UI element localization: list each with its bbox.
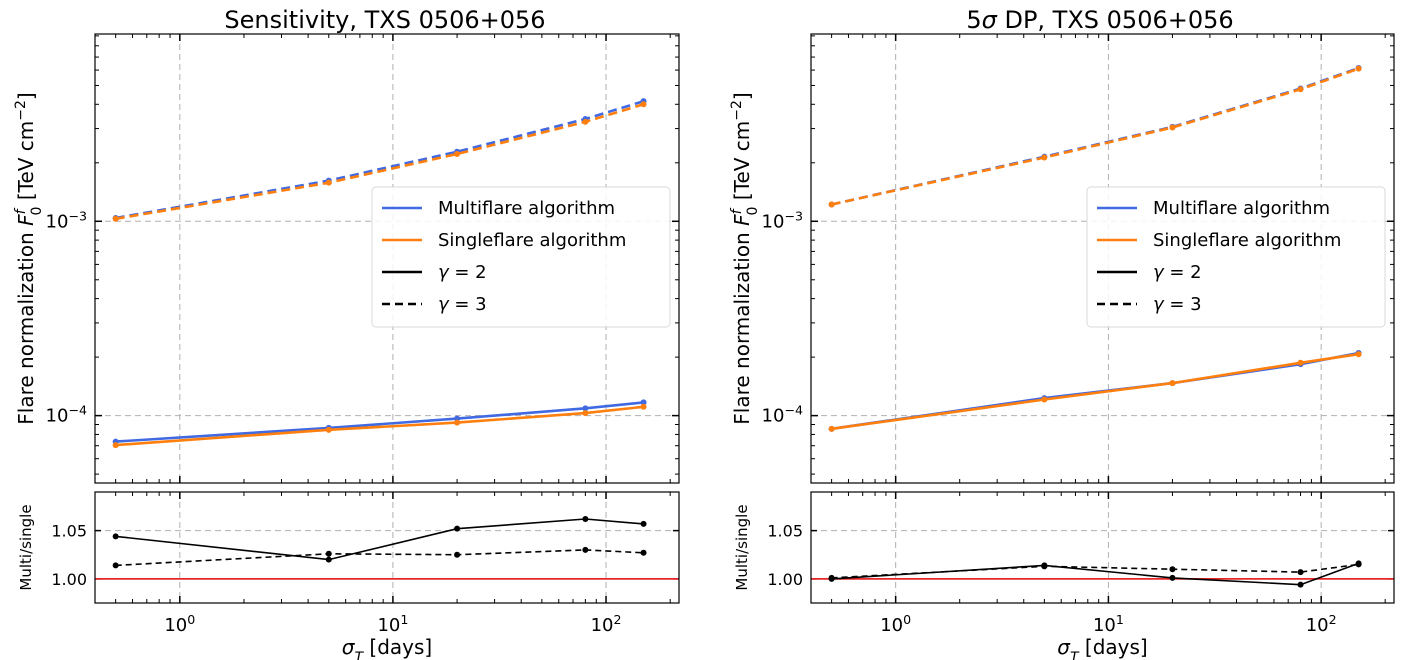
- data-point: [325, 179, 332, 186]
- ratio-point: [325, 556, 332, 563]
- ratio-point: [454, 525, 461, 532]
- ratio-point: [454, 551, 461, 558]
- ratio-point: [828, 574, 835, 581]
- data-point: [640, 399, 647, 406]
- data-point: [828, 201, 835, 208]
- ratio-y-tick-label: 1.05: [767, 522, 803, 541]
- y-tick-label: 10−3: [762, 208, 803, 233]
- ratio-y-tick-label: 1.00: [51, 570, 87, 589]
- y-tick-label: 10−4: [46, 402, 87, 427]
- data-point: [582, 410, 589, 417]
- ratio-point: [1297, 581, 1304, 588]
- data-point: [112, 442, 119, 449]
- data-point: [1355, 351, 1362, 358]
- x-tick-label: 101: [377, 612, 408, 637]
- data-point: [828, 425, 835, 432]
- ratio-y-tick-label: 1.00: [767, 570, 803, 589]
- chart-title: Sensitivity, TXS 0506+056: [224, 6, 545, 34]
- x-tick-label: 102: [1306, 612, 1337, 637]
- data-point: [1169, 380, 1176, 387]
- x-tick-label: 100: [880, 612, 911, 637]
- legend-label-4: γ = 3: [438, 294, 487, 315]
- chart-title: 5σ DP, TXS 0506+056: [966, 6, 1233, 34]
- series-line-4: [831, 67, 1360, 206]
- ratio-point: [1297, 569, 1304, 576]
- chart-panel-2: 100 101 102 10−4 10−3 1.00 1.05 5σ DP, TXS 0506…: [729, 6, 1395, 660]
- ratio-line-2: [115, 549, 644, 567]
- legend: Multiflare algorithm Singleflare algorith…: [371, 186, 671, 328]
- ratio-point: [1041, 563, 1048, 570]
- legend-box: [1086, 186, 1386, 328]
- data-point: [1297, 359, 1304, 366]
- data-point: [1355, 65, 1362, 72]
- data-point: [640, 403, 647, 410]
- x-axis-label: σT [days]: [342, 635, 432, 660]
- legend: Multiflare algorithm Singleflare algorith…: [1086, 186, 1386, 328]
- data-point: [325, 426, 332, 433]
- data-point: [454, 150, 461, 157]
- series-line-3: [831, 66, 1360, 206]
- ratio-y-tick-label: 1.05: [51, 522, 87, 541]
- ratio-point: [582, 516, 589, 523]
- series-line-4: [115, 103, 644, 221]
- legend-label-3: γ = 2: [438, 262, 487, 283]
- x-tick-label: 102: [591, 612, 622, 637]
- ratio-axis-label: Multi/single: [17, 504, 35, 590]
- legend-label-2: Singleflare algorithm: [438, 230, 626, 251]
- data-point: [582, 118, 589, 125]
- data-point: [1297, 86, 1304, 93]
- ratio-point: [112, 562, 119, 569]
- ratio-line-1: [831, 562, 1359, 586]
- x-axis-label: σT [days]: [1057, 635, 1147, 660]
- y-tick-label: 10−4: [762, 402, 803, 427]
- x-tick-label: 101: [1093, 612, 1124, 637]
- series-line-1: [115, 401, 644, 443]
- ratio-point: [325, 550, 332, 557]
- y-axis-label: Flare normalization Ff0 [TeV cm−2]: [13, 92, 45, 424]
- legend-label-3: γ = 2: [1153, 262, 1202, 283]
- ratio-axes-frame: [810, 491, 1395, 604]
- ratio-point: [112, 533, 119, 540]
- ratio-point: [1169, 566, 1176, 573]
- data-point: [1041, 396, 1048, 403]
- main-axes-frame: [94, 33, 680, 484]
- ratio-axis-label: Multi/single: [733, 504, 751, 590]
- data-point: [454, 419, 461, 426]
- chart-panel-1: 100 101 102 10−4 10−3 1.00 1.05 Sensitivity, TX…: [13, 6, 680, 660]
- ratio-point: [640, 549, 647, 556]
- data-point: [1041, 154, 1048, 161]
- ratio-point: [640, 520, 647, 527]
- legend-box: [371, 186, 671, 328]
- legend-label-2: Singleflare algorithm: [1153, 230, 1341, 251]
- series-line-3: [115, 99, 644, 220]
- data-point: [1169, 124, 1176, 131]
- legend-label-1: Multiflare algorithm: [1153, 198, 1330, 219]
- y-tick-label: 10−3: [46, 208, 87, 233]
- y-axis-label: Flare normalization Ff0 [TeV cm−2]: [729, 92, 761, 424]
- ratio-point: [582, 546, 589, 553]
- ratio-axes-frame: [94, 491, 680, 604]
- series-line-2: [115, 405, 644, 447]
- main-axes-frame: [810, 33, 1395, 484]
- data-point: [640, 101, 647, 108]
- ratio-point: [1355, 561, 1362, 568]
- legend-label-4: γ = 3: [1153, 294, 1202, 315]
- x-tick-label: 100: [164, 612, 195, 637]
- ratio-point: [1169, 574, 1176, 581]
- legend-label-1: Multiflare algorithm: [438, 198, 615, 219]
- data-point: [582, 405, 589, 412]
- data-point: [112, 215, 119, 222]
